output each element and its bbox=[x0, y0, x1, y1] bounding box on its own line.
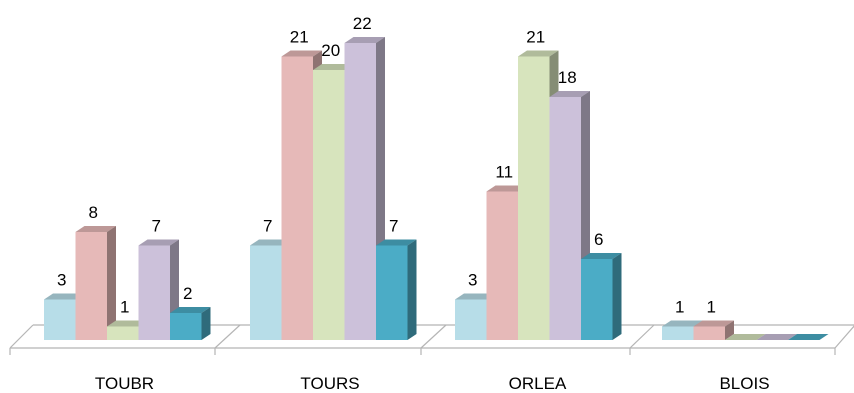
bar-top-face bbox=[75, 226, 116, 232]
data-label: 1 bbox=[675, 298, 684, 317]
data-label: 18 bbox=[558, 68, 577, 87]
data-label: 22 bbox=[353, 14, 372, 33]
bar-top-face bbox=[344, 37, 385, 43]
bar-top-face bbox=[756, 334, 797, 340]
bar-front-face bbox=[170, 313, 202, 340]
data-label: 20 bbox=[321, 41, 340, 60]
bar-top-face bbox=[170, 307, 211, 313]
bar-front-face bbox=[313, 70, 345, 340]
bar-front-face bbox=[518, 56, 550, 340]
category-label: TOURS bbox=[300, 374, 359, 393]
bar-front-face bbox=[549, 97, 581, 340]
bar-front-face bbox=[107, 326, 139, 340]
floor-divider bbox=[214, 324, 241, 349]
bar-front-face bbox=[486, 191, 518, 340]
bar bbox=[725, 334, 766, 340]
bar-side-face bbox=[107, 226, 116, 340]
bar-front-face bbox=[662, 326, 694, 340]
data-label: 6 bbox=[594, 230, 603, 249]
data-label: 1 bbox=[120, 298, 129, 317]
data-label: 7 bbox=[152, 217, 161, 236]
bar bbox=[693, 320, 734, 340]
data-label: 2 bbox=[183, 284, 192, 303]
bar-top-face bbox=[376, 239, 417, 246]
bar-side-face bbox=[725, 320, 734, 340]
bar-top-face bbox=[662, 320, 703, 327]
bar-top-face bbox=[281, 50, 322, 57]
bar-top-face bbox=[549, 91, 590, 97]
bar-front-face bbox=[281, 56, 313, 340]
category-label: BLOIS bbox=[719, 374, 769, 393]
bar-top-face bbox=[107, 320, 148, 327]
bar bbox=[549, 91, 590, 340]
category-group-toubr: 3 8 1 7 2 bbox=[44, 203, 211, 340]
data-label: 3 bbox=[468, 271, 477, 290]
bar bbox=[581, 253, 622, 340]
bar-top-face bbox=[725, 334, 766, 340]
data-label: 21 bbox=[526, 28, 545, 47]
bar-front-face bbox=[455, 299, 487, 340]
data-label: 11 bbox=[495, 163, 513, 182]
bar bbox=[756, 334, 797, 340]
bar bbox=[376, 239, 417, 340]
bar-front-face bbox=[344, 43, 376, 340]
bar-top-face bbox=[138, 239, 179, 246]
bar-top-face bbox=[313, 64, 354, 70]
floor-divider bbox=[420, 324, 447, 349]
bar-front-face bbox=[376, 245, 408, 340]
bar bbox=[75, 226, 116, 340]
bar-side-face bbox=[612, 253, 622, 340]
data-label: 1 bbox=[707, 298, 716, 317]
bar-top-face bbox=[486, 185, 527, 192]
bar-top-face bbox=[788, 334, 829, 340]
floor-divider bbox=[9, 324, 34, 349]
category-label: TOUBR bbox=[95, 374, 154, 393]
bar-side-face bbox=[407, 239, 417, 340]
bar-top-face bbox=[581, 253, 622, 259]
bar bbox=[170, 307, 211, 340]
bar-top-face bbox=[693, 320, 734, 327]
category-label: ORLEA bbox=[509, 374, 567, 393]
data-label: 8 bbox=[89, 203, 98, 222]
data-label: 7 bbox=[389, 217, 398, 236]
bar bbox=[788, 334, 829, 340]
bar-top-face bbox=[44, 293, 85, 300]
bar-top-face bbox=[455, 293, 496, 300]
category-group-orlea: 3 11 21 18 6 bbox=[455, 28, 622, 340]
data-label: 7 bbox=[263, 217, 272, 236]
bar-top-face bbox=[250, 239, 291, 246]
bar-front-face bbox=[44, 299, 76, 340]
bar-front-face bbox=[138, 245, 170, 340]
floor-divider bbox=[629, 324, 655, 349]
bar-front-face bbox=[693, 326, 725, 340]
bar-front-face bbox=[75, 232, 107, 340]
floor-divider bbox=[834, 325, 854, 349]
bar-side-face bbox=[201, 307, 211, 340]
bar-front-face bbox=[581, 259, 613, 340]
bar-top-face bbox=[518, 50, 559, 57]
data-label: 21 bbox=[290, 28, 309, 47]
category-group-tours: 7 21 20 22 7 bbox=[250, 14, 417, 340]
data-label: 3 bbox=[57, 271, 66, 290]
bar-front-face bbox=[250, 245, 282, 340]
